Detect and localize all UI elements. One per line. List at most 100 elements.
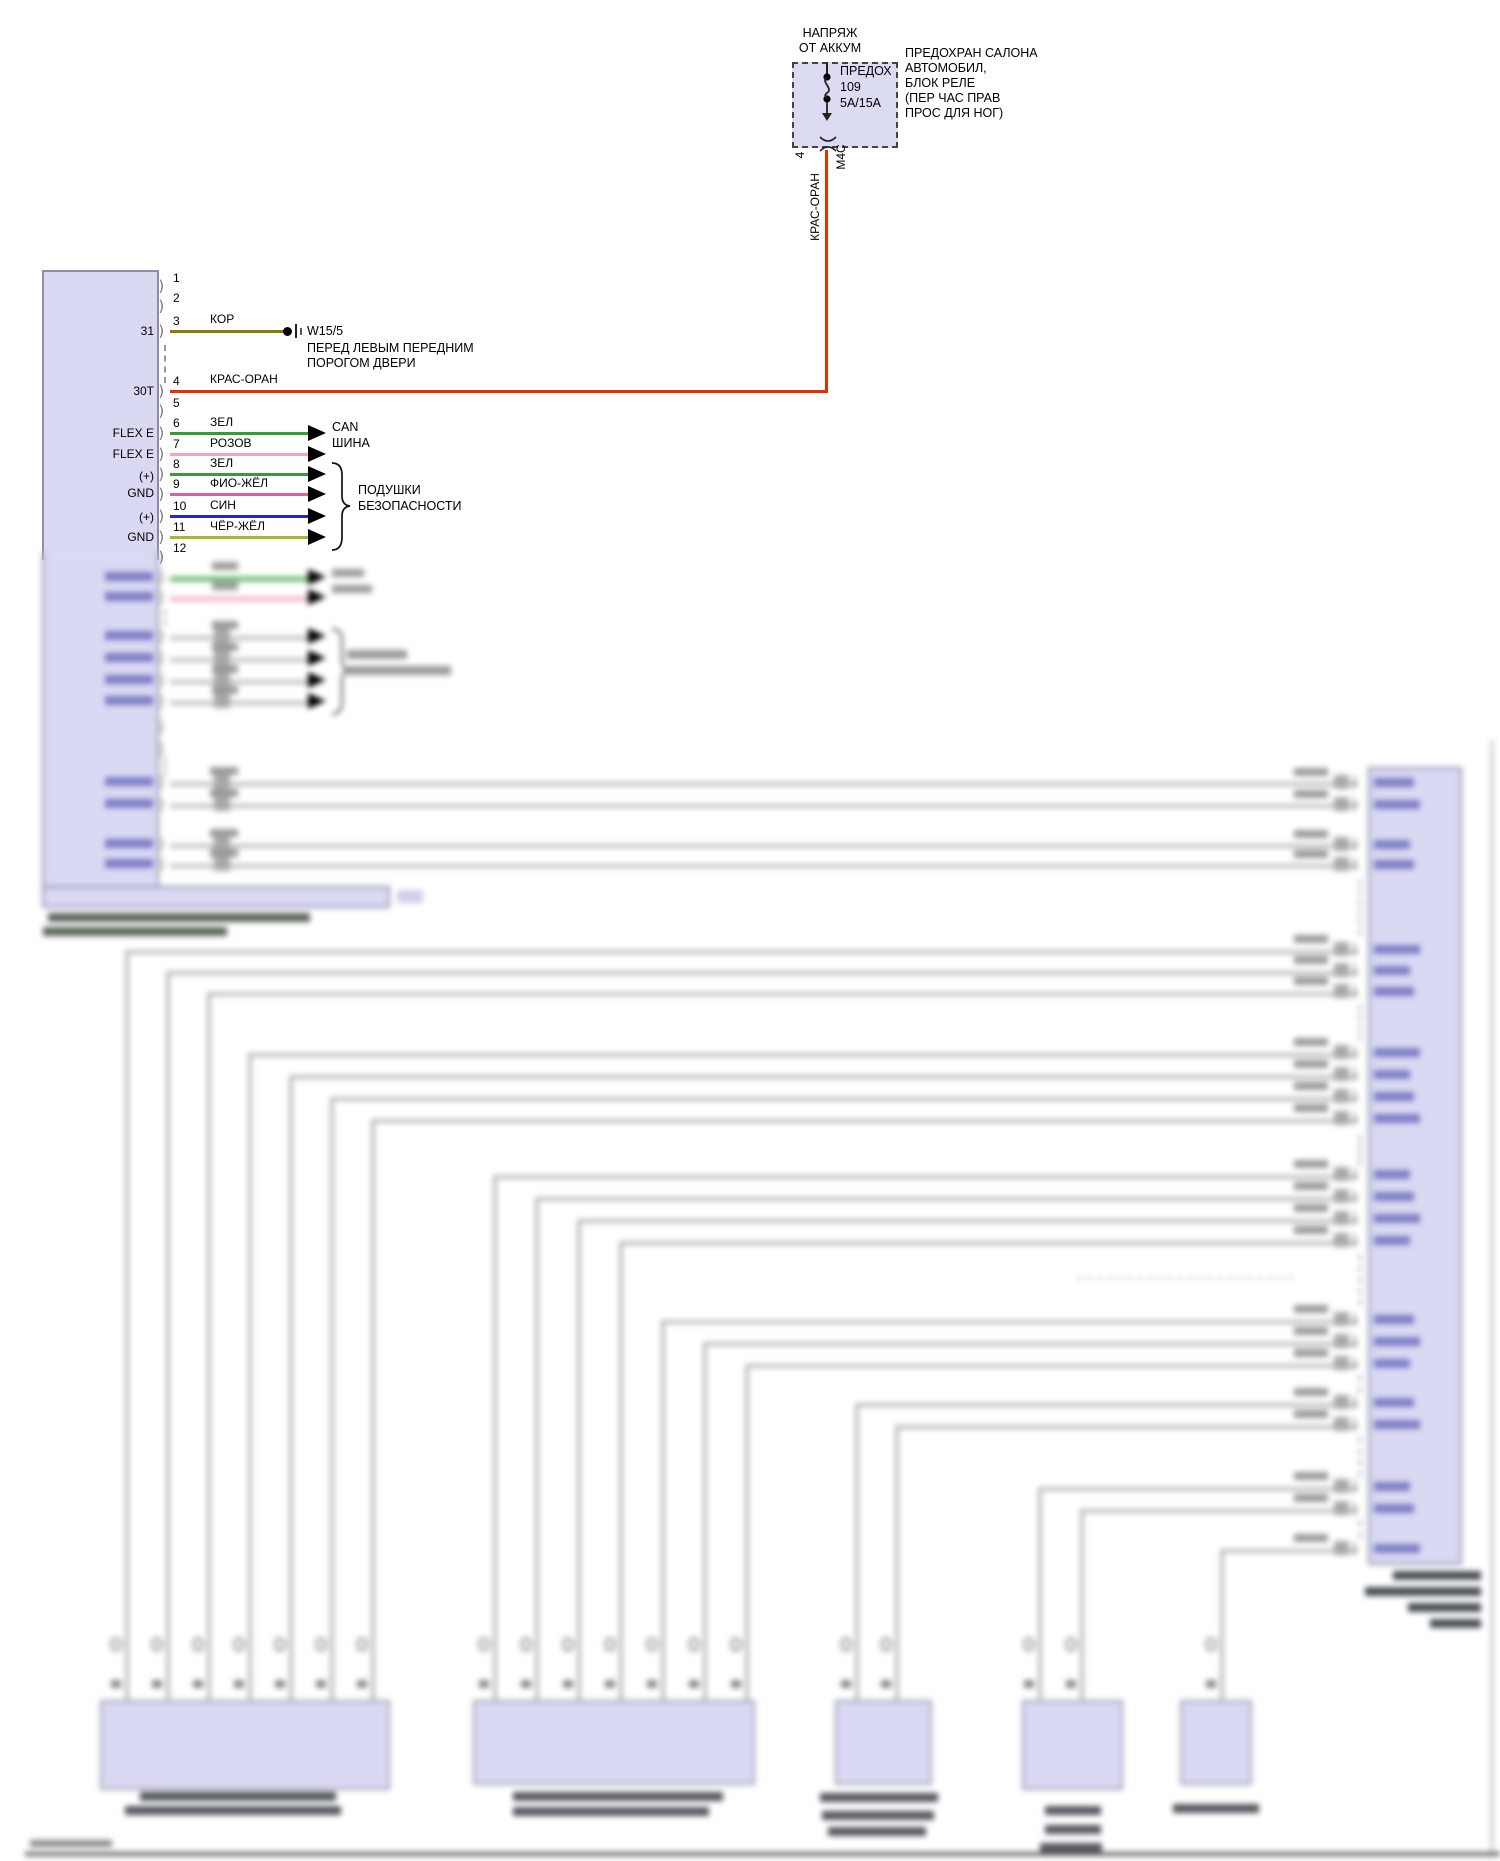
blurred-pin-number — [563, 1680, 573, 1688]
blurred-wire-horizontal — [248, 1053, 1358, 1057]
blurred-wire-vertical — [493, 1175, 497, 1700]
can-label-line2: ШИНА — [332, 436, 370, 450]
blurred-inline-connector — [1334, 837, 1349, 851]
ground-dot-icon — [283, 327, 292, 336]
ground-bar-icon — [295, 324, 297, 338]
blurred-pin-number — [111, 1680, 121, 1688]
blurred-wire-vertical — [125, 950, 129, 1700]
blurred-pin-number — [881, 1680, 891, 1688]
blurred-wire-horizontal — [330, 1097, 1358, 1101]
pin-arc — [1350, 961, 1359, 979]
pin-side-gnd1: GND — [127, 486, 154, 500]
blurred-inline-connector — [880, 1637, 892, 1652]
blurred-inline-connector — [1334, 1479, 1349, 1493]
blurred-pin-label — [1374, 987, 1414, 996]
blurred-inline-connector — [1205, 1637, 1217, 1652]
pin-number-10: 10 — [173, 499, 187, 513]
bottom-connector-block — [835, 1700, 932, 1785]
blurred-wire-vertical — [1080, 1509, 1084, 1700]
blurred-pin-label — [1374, 860, 1414, 869]
blurred-wire-label — [1294, 1060, 1328, 1068]
blurred-wire-label — [1294, 790, 1328, 798]
pin-arc — [1350, 1231, 1359, 1249]
blurred-inline-connector — [315, 1637, 327, 1652]
pin-arc — [157, 795, 166, 813]
wire-label-zel1: ЗЕЛ — [210, 415, 234, 429]
blurred-inline-connector — [233, 1637, 245, 1652]
blurred-wire — [170, 701, 308, 705]
pin-side-plus1: (+) — [139, 469, 154, 483]
blurred-wire-horizontal — [289, 1075, 1358, 1079]
blurred-caption — [48, 913, 310, 922]
blurred-wire-label — [1294, 850, 1328, 858]
blurred-inline-connector — [1334, 942, 1349, 956]
blurred-inline-connector — [840, 1637, 852, 1652]
pin-arc — [1350, 1209, 1359, 1227]
blurred-pin-number — [1024, 1680, 1034, 1688]
inline-connector-icon — [819, 136, 837, 152]
connector-edge-dash — [164, 756, 168, 776]
blurred-pin-label — [105, 675, 153, 684]
arrow-icon — [308, 569, 326, 585]
pin-arc — [1350, 773, 1359, 791]
blurred-inline-connector — [604, 1637, 616, 1652]
fuse-note-line5: ПРОС ДЛЯ НОГ) — [905, 106, 1004, 120]
connector-edge-dash — [1359, 1135, 1363, 1165]
connector-edge-dash — [1359, 1437, 1363, 1477]
fuse-number: 109 — [840, 80, 861, 94]
pin-number-9: 9 — [173, 477, 180, 491]
blurred-pin-label — [1374, 1070, 1410, 1079]
pin-arc — [1350, 1165, 1359, 1183]
blurred-pin-label — [1374, 1114, 1420, 1123]
blurred-wire-label — [210, 789, 238, 797]
pin-arc — [1350, 855, 1359, 873]
blurred-wire-label — [1294, 768, 1328, 776]
pin-arc — [1350, 1499, 1359, 1517]
blurred-inline-connector — [1334, 1189, 1349, 1203]
blurred-wire — [170, 597, 308, 601]
wire-label-fio-zhel: ФИО-ЖЁЛ — [210, 476, 269, 490]
wire-label-sin: СИН — [210, 498, 236, 512]
wire-zel-airbag — [170, 473, 308, 476]
blurred-pin-label — [1374, 1048, 1420, 1057]
pin-arc — [157, 855, 166, 873]
blurred-dest-label — [347, 650, 407, 659]
left-connector-block — [42, 270, 159, 560]
blurred-inline-connector — [478, 1637, 490, 1652]
blurred-pin-label — [1374, 945, 1420, 954]
fuse-rating: 5А/15А — [840, 96, 882, 110]
blurred-wire-vertical — [166, 971, 170, 1700]
blurred-caption — [43, 927, 227, 936]
blurred-wire — [170, 804, 1358, 808]
pin-arc — [1350, 835, 1359, 853]
arrow-icon — [308, 589, 326, 605]
blurred-inline-connector — [1334, 1417, 1349, 1431]
blurred-wire — [170, 658, 308, 662]
blurred-caption — [822, 1811, 934, 1820]
blurred-wire-label — [212, 643, 238, 651]
fuse-name: ПРЕДОХ — [840, 64, 892, 78]
blurred-wire-vertical — [207, 992, 211, 1700]
wire-label-zel2: ЗЕЛ — [210, 456, 234, 470]
wire-label-kras-oran: КРАС-ОРАН — [210, 372, 278, 386]
blurred-wire-label — [1294, 1182, 1328, 1190]
supply-label-line2: ОТ АККУМ — [798, 41, 862, 55]
pin-side-flexe1: FLEX E — [112, 426, 154, 440]
blurred-inline-connector — [1334, 1045, 1349, 1059]
wire-fio-zhel — [170, 493, 308, 496]
pin-arc — [1350, 1332, 1359, 1350]
blurred-wire-vertical — [1038, 1487, 1042, 1700]
blurred-pin-number — [193, 1680, 203, 1688]
fuse-lead-top — [826, 62, 828, 76]
blurred-pin-label — [105, 653, 153, 662]
blurred-inline-connector — [151, 1637, 163, 1652]
blurred-wire-label — [1294, 956, 1328, 964]
pin-number-3: 3 — [173, 314, 180, 328]
page-right-border — [1491, 740, 1493, 1857]
blurred-inline-connector — [1334, 775, 1349, 789]
connector-edge-dash — [1359, 880, 1363, 935]
pin-arc — [1350, 1354, 1359, 1372]
blurred-inline-connector — [1334, 984, 1349, 998]
blurred-pin-number — [731, 1680, 741, 1688]
pin-side-31: 31 — [140, 324, 154, 338]
